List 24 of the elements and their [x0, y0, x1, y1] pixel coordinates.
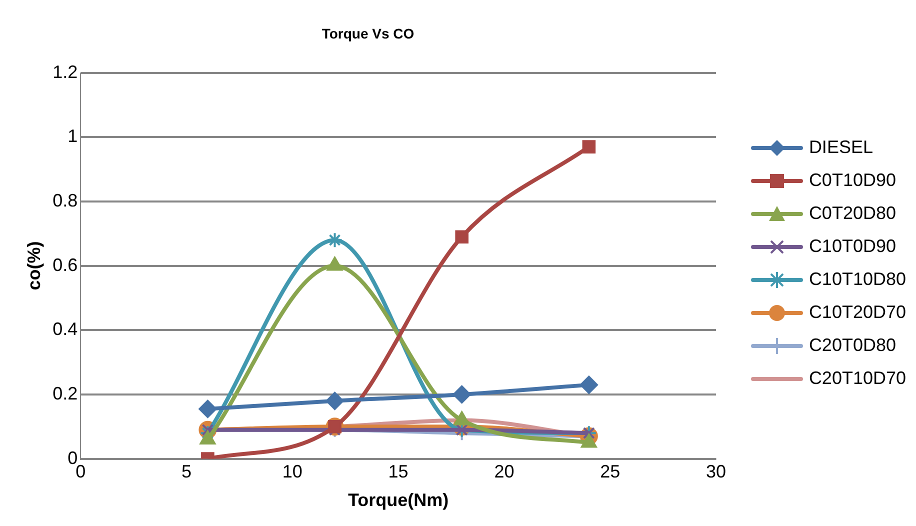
legend-label: C0T20D80	[808, 203, 896, 224]
y-tick-label: 0.8	[52, 190, 78, 210]
x-tick-label: 25	[600, 462, 620, 482]
y-tick-label: 0.6	[52, 254, 78, 275]
y-tick-label: 0	[68, 448, 78, 468]
legend-label: DIESEL	[808, 137, 873, 158]
y-tick-label: 0.2	[52, 383, 78, 404]
legend-label: C10T0D90	[808, 236, 896, 257]
legend-label: C20T0D80	[808, 335, 896, 356]
x-tick-label: 5	[182, 462, 192, 482]
y-tick-label: 0.4	[52, 319, 78, 340]
x-tick-label: 10	[282, 462, 302, 482]
legend-label: C10T10D80	[808, 269, 906, 290]
y-tick-label: 1.2	[52, 62, 78, 82]
legend-label: C10T20D70	[808, 302, 906, 323]
y-axis-title: co(%)	[24, 241, 44, 290]
legend-label: C20T10D70	[808, 368, 906, 389]
x-tick-label: 20	[494, 462, 514, 482]
x-axis-title: Torque(Nm)	[348, 490, 449, 510]
y-tick-label: 1	[68, 126, 78, 146]
x-tick-label: 15	[388, 462, 408, 482]
chart-title: Torque Vs CO	[322, 25, 414, 42]
x-tick-label: 30	[706, 462, 726, 482]
legend-label: C0T10D90	[808, 170, 896, 191]
